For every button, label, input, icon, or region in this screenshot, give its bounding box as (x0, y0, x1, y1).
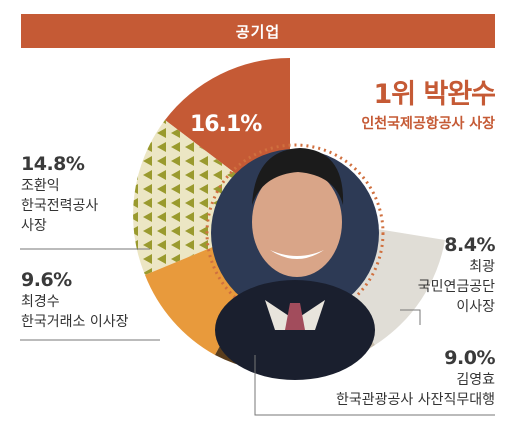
winner-rank-name: 1위 박완수 (373, 79, 496, 110)
leader-line-kim-yeonghyo (254, 355, 495, 416)
org-choi-gyeongsu: 한국거래소 이사장 (21, 314, 129, 330)
org-choi-gwang: 국민연금공단 (417, 279, 495, 295)
category-banner: 공기업 (21, 14, 495, 48)
slice-label-park-wansu: 16.1% (190, 112, 262, 137)
label-cho-hwanik: 14.8% 조환익 한국전력공사 사장 (21, 152, 98, 236)
name-choi-gwang: 최광 (469, 259, 495, 275)
label-choi-gwang: 8.4% 최광 국민연금공단 이사장 (395, 233, 496, 317)
pct-choi-gyeongsu: 9.6% (21, 269, 72, 291)
pct-choi-gwang: 8.4% (444, 234, 495, 256)
title-choi-gwang: 이사장 (456, 299, 495, 315)
title-cho-hwanik: 사장 (21, 218, 47, 234)
name-cho-hwanik: 조환익 (21, 178, 60, 194)
leader-line-choi-gwang (400, 309, 421, 325)
winner-org-title: 인천국제공항공사 사장 (361, 116, 495, 132)
pct-kim-yeonghyo: 9.0% (444, 347, 495, 369)
org-kim-yeonghyo: 한국관광공사 사잔직무대행 (335, 392, 495, 408)
category-title: 공기업 (235, 22, 281, 41)
org-cho-hwanik: 한국전력공사 (21, 198, 99, 214)
name-choi-gyeongsu: 최경수 (21, 294, 60, 310)
name-kim-yeonghyo: 김영효 (456, 372, 495, 388)
pct-cho-hwanik: 14.8% (21, 153, 85, 175)
label-choi-gyeongsu: 9.6% 최경수 한국거래소 이사장 (21, 268, 129, 332)
label-kim-yeonghyo: 9.0% 김영효 한국관광공사 사잔직무대행 (275, 346, 496, 410)
slice-cho-hwanik (133, 120, 290, 275)
